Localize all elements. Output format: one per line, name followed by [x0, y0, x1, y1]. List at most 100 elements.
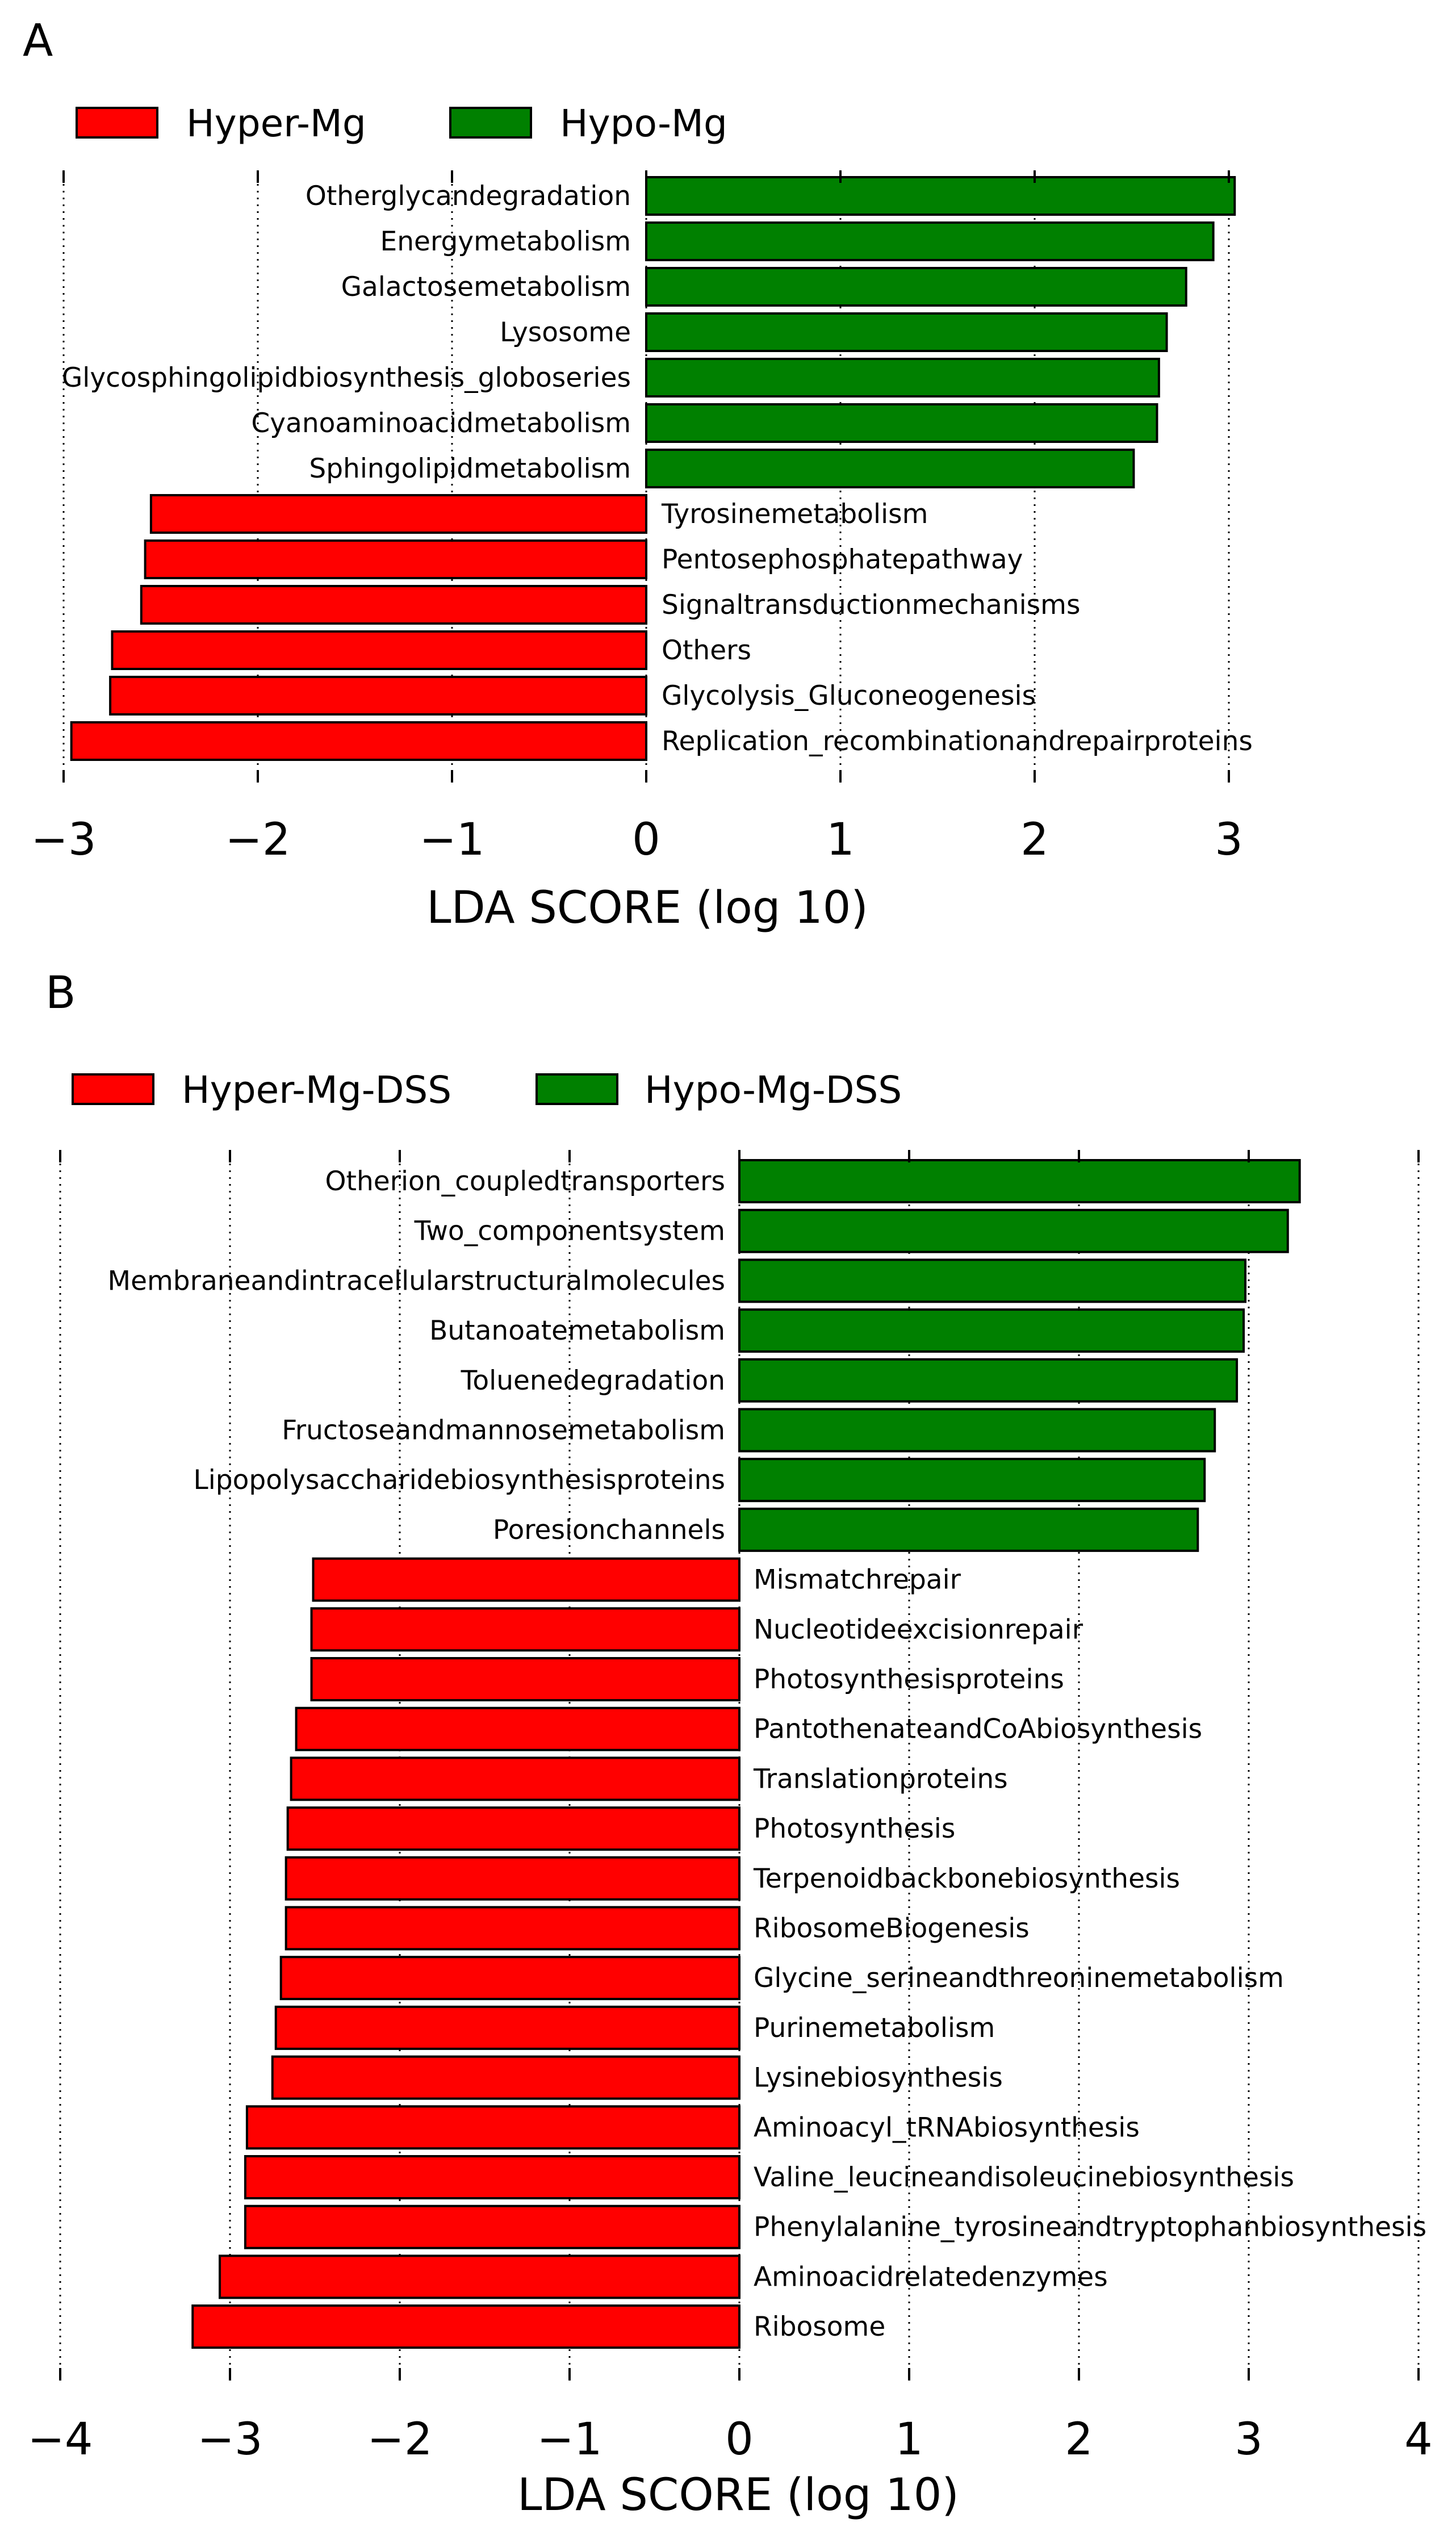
bar-otherion-coupledtransporters — [738, 1159, 1301, 1203]
x-tick-label: 3 — [1235, 2414, 1263, 2465]
category-label: PantothenateandCoAbiosynthesis — [754, 1714, 1202, 1745]
bar-signaltransductionmechanisms — [140, 585, 648, 625]
panel-a-x-axis-title: LDA SCORE (log 10) — [426, 882, 868, 934]
category-label: Sphingolipidmetabolism — [309, 453, 631, 484]
category-label: Otherion_coupledtransporters — [325, 1166, 725, 1197]
bar-pantothenateandcoabiosynthesis — [295, 1706, 740, 1751]
bar-glycolysis-gluconeogenesis — [109, 676, 647, 716]
x-tick-label: −2 — [367, 2414, 433, 2465]
bar-sphingolipidmetabolism — [645, 449, 1135, 488]
category-label: Lysinebiosynthesis — [754, 2063, 1003, 2094]
category-label: Ribosome — [754, 2311, 885, 2342]
bar-terpenoidbackbonebiosynthesis — [284, 1856, 741, 1901]
legend-label-hypo-mg: Hypo-Mg — [560, 102, 727, 145]
legend-label-hypo-mg-dss: Hypo-Mg-DSS — [645, 1068, 902, 1112]
bar-ribosome — [191, 2304, 741, 2349]
bar-others — [111, 630, 647, 670]
bar-ribosomebiogenesis — [284, 1906, 741, 1951]
category-label: Butanoatemetabolism — [429, 1315, 725, 1346]
x-tick-label: 3 — [1215, 814, 1243, 865]
category-label: Replication_recombinationandrepairprotei… — [662, 726, 1253, 757]
legend-swatch-hyper-mg-dss — [72, 1073, 154, 1105]
bar-aminoacyl-trnabiosynthesis — [245, 2105, 740, 2150]
panel-b-letter: B — [45, 968, 76, 1019]
category-label: Lysosome — [500, 317, 631, 348]
bar-butanoatemetabolism — [738, 1308, 1245, 1353]
panel-a-bars — [70, 176, 1236, 761]
category-label: Photosynthesis — [754, 1813, 955, 1844]
panel-a-category-labels: Otherglycandegradation Energymetabolism Ga… — [62, 181, 1253, 757]
category-label: Others — [662, 635, 751, 666]
x-tick-label: −1 — [537, 2414, 603, 2465]
panel-a-x-axis: −3 −2 −1 0 1 2 3 — [31, 170, 1243, 865]
panel-a: A Hyper-Mg Hypo-Mg Otherglycandegradatio… — [23, 15, 1253, 934]
bar-nucleotideexcisionrepair — [310, 1607, 740, 1652]
x-tick-label: −3 — [31, 814, 97, 865]
category-label: Valine_leucineandisoleucinebiosynthesis — [754, 2162, 1294, 2193]
bar-otherglycandegradation — [645, 176, 1236, 216]
category-label: Otherglycandegradation — [306, 181, 631, 212]
panel-b-x-axis: −4 −3 −2 −1 0 1 2 3 4 — [28, 1150, 1433, 2465]
bar-two-componentsystem — [738, 1208, 1289, 1253]
bar-membraneandintracellularstructuralmolecules — [738, 1258, 1247, 1303]
bar-tyrosinemetabolism — [149, 494, 647, 534]
x-tick-label: 2 — [1020, 814, 1049, 865]
panel-b-gridlines — [59, 1150, 1420, 2381]
category-label: Signaltransductionmechanisms — [662, 589, 1080, 621]
category-label: Nucleotideexcisionrepair — [754, 1614, 1083, 1645]
panel-a-letter: A — [23, 15, 53, 66]
category-label: Pentosephosphatepathway — [662, 544, 1023, 575]
category-label: Glycolysis_Gluconeogenesis — [662, 680, 1036, 712]
bar-glycine-serineandthreoninemetabolism — [279, 1956, 740, 2001]
category-label: Translationproteins — [753, 1763, 1008, 1794]
legend-swatch-hyper-mg — [76, 107, 158, 139]
bar-lipopolysaccharidebiosynthesisproteins — [738, 1458, 1206, 1503]
bar-photosynthesisproteins — [310, 1657, 740, 1701]
bar-valine-leucineandisoleucinebiosynthesis — [244, 2155, 741, 2199]
category-label: Aminoacyl_tRNAbiosynthesis — [754, 2112, 1140, 2143]
bar-aminoacidrelatedenzymes — [219, 2254, 740, 2299]
category-label: Lipopolysaccharidebiosynthesisproteins — [194, 1465, 725, 1496]
category-label: Membraneandintracellularstructuralmolecu… — [108, 1265, 725, 1296]
bar-cyanoaminoacidmetabolism — [645, 403, 1158, 443]
panel-b-bars — [191, 1159, 1301, 2349]
bar-purinemetabolism — [274, 2005, 741, 2050]
bar-lysinebiosynthesis — [271, 2055, 740, 2100]
bar-replication-recombinationandrepairproteins — [70, 721, 648, 761]
x-tick-label: −3 — [198, 2414, 263, 2465]
x-tick-label: −1 — [420, 814, 485, 865]
category-label: Photosynthesisproteins — [754, 1664, 1064, 1695]
legend-label-hyper-mg: Hyper-Mg — [186, 102, 366, 145]
category-label: Terpenoidbackbonebiosynthesis — [753, 1863, 1180, 1894]
category-label: Toluenedegradation — [461, 1365, 725, 1396]
panel-b-x-axis-title: LDA SCORE (log 10) — [517, 2470, 959, 2521]
legend-label-hyper-mg-dss: Hyper-Mg-DSS — [182, 1068, 451, 1112]
panel-b-category-labels: Otherion_coupledtransporters Two_componen… — [108, 1166, 1427, 2342]
category-label: Mismatchrepair — [754, 1564, 961, 1596]
category-label: Energymetabolism — [380, 226, 631, 257]
bar-translationproteins — [290, 1756, 740, 1801]
bar-pentosephosphatepathway — [144, 539, 647, 579]
category-label: Galactosemetabolism — [341, 271, 631, 303]
x-tick-label: −2 — [225, 814, 291, 865]
panel-a-legend: Hyper-Mg Hypo-Mg — [76, 102, 727, 145]
legend-swatch-hypo-mg-dss — [535, 1073, 618, 1105]
bar-poresionchannels — [738, 1507, 1199, 1552]
x-tick-label: 0 — [632, 814, 660, 865]
category-label: Aminoacidrelatedenzymes — [754, 2261, 1108, 2292]
category-label: RibosomeBiogenesis — [754, 1913, 1030, 1944]
bar-lysosome — [645, 312, 1168, 352]
bar-galactosemetabolism — [645, 267, 1187, 307]
bar-toluenedegradation — [738, 1358, 1239, 1403]
bar-glycosphingolipidbiosynthesis-globoseries — [645, 358, 1160, 398]
x-tick-label: −4 — [28, 2414, 93, 2465]
x-tick-label: 0 — [725, 2414, 754, 2465]
bar-mismatchrepair — [312, 1557, 740, 1602]
category-label: Purinemetabolism — [754, 2013, 995, 2044]
bar-phenylalanine-tyrosineandtryptophanbiosynthesis — [244, 2204, 741, 2249]
x-tick-label: 4 — [1404, 2414, 1433, 2465]
bar-energymetabolism — [645, 221, 1215, 261]
legend-swatch-hypo-mg — [449, 107, 532, 139]
x-tick-label: 1 — [895, 2414, 923, 2465]
